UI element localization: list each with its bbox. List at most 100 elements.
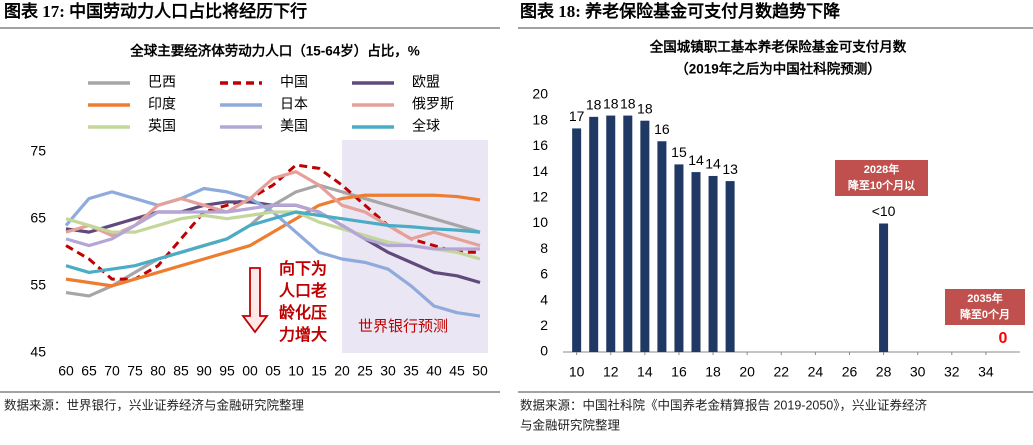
x-tick-label: 30 <box>910 364 926 380</box>
value-label: 15 <box>671 144 687 160</box>
annotation-arrow <box>241 267 269 334</box>
chart-title: （2019年之后为中国社科院预测） <box>675 61 881 77</box>
y-tick-label: 8 <box>540 240 548 256</box>
value-label: 13 <box>722 161 738 177</box>
x-tick-label: 10 <box>288 363 304 379</box>
source: 与金融研究院整理 <box>520 417 621 432</box>
bar <box>657 141 667 352</box>
x-tick-label: 20 <box>739 364 755 380</box>
y-tick-label: 6 <box>540 266 548 282</box>
bar <box>640 120 650 352</box>
legend-label: 日本 <box>280 96 308 112</box>
x-tick-label: 95 <box>219 363 235 379</box>
x-tick-label: 25 <box>357 363 373 379</box>
x-tick-label: 35 <box>403 363 419 379</box>
x-tick-label: 28 <box>876 364 892 380</box>
annotation: 向下为 <box>279 259 327 278</box>
series-line <box>65 210 481 275</box>
y-tick-label: 55 <box>30 277 46 293</box>
value-label: 18 <box>586 97 602 113</box>
bar <box>572 128 582 352</box>
x-tick-label: 85 <box>173 363 189 379</box>
series-line <box>65 193 481 288</box>
chart-title: 全球主要经济体劳动力人口（15-64岁）占比，% <box>129 43 420 59</box>
x-tick-label: 22 <box>773 364 789 380</box>
x-tick-label: 30 <box>380 363 396 379</box>
legend-label: 中国 <box>280 74 308 90</box>
bar <box>606 115 616 352</box>
source: 数据来源：世界银行，兴业证券经济与金融研究院整理 <box>4 397 305 412</box>
legend-label: 俄罗斯 <box>412 96 454 112</box>
legend-label: 欧盟 <box>412 74 440 90</box>
annotation: 降至0个月 <box>960 307 1010 321</box>
annotation: 2028年 <box>864 162 899 176</box>
annotation-box <box>945 289 1025 325</box>
header: 图表 17: 中国劳动力人口占比将经历下行 <box>4 1 307 21</box>
x-tick-label: 05 <box>265 363 281 379</box>
legend-label: 巴西 <box>148 74 176 90</box>
value-label: 0 <box>998 330 1007 347</box>
x-tick-label: 45 <box>449 363 465 379</box>
series-line <box>65 203 480 251</box>
legend-label: 全球 <box>412 118 440 134</box>
x-tick-label: 80 <box>150 363 166 379</box>
value-label: 18 <box>603 95 619 111</box>
x-tick-label: 14 <box>637 364 653 380</box>
annotation: 人口老 <box>279 281 327 300</box>
y-tick-label: 4 <box>540 291 548 307</box>
annotation: 降至10个月以 <box>848 178 915 192</box>
x-tick-label: 60 <box>58 363 74 379</box>
forecast-label: 世界银行预测 <box>358 318 448 335</box>
value-label: 18 <box>637 100 653 116</box>
y-tick-label: 12 <box>532 189 548 205</box>
x-tick-label: 24 <box>808 364 824 380</box>
annotation: 龄化压 <box>279 303 327 322</box>
x-tick-label: 70 <box>104 363 120 379</box>
value-label: 14 <box>705 156 721 172</box>
bar <box>589 116 599 352</box>
y-tick-label: 18 <box>532 111 548 127</box>
x-tick-label: 90 <box>196 363 212 379</box>
bar <box>879 223 889 352</box>
x-tick-label: 65 <box>81 363 97 379</box>
bar <box>623 115 633 352</box>
legend-label: 印度 <box>148 96 176 112</box>
y-tick-label: 2 <box>540 317 548 333</box>
y-tick-label: 10 <box>532 214 548 230</box>
x-tick-label: 75 <box>127 363 143 379</box>
y-tick-label: 75 <box>30 142 46 158</box>
source: 数据来源：中国社科院《中国养老金精算报告 2019-2050》，兴业证券经济 <box>520 397 928 412</box>
bar <box>674 164 684 352</box>
bar <box>691 172 701 352</box>
x-tick-label: 16 <box>671 364 687 380</box>
value-label: 16 <box>654 121 670 137</box>
x-tick-label: 15 <box>311 363 327 379</box>
y-tick-label: 20 <box>532 86 548 102</box>
x-tick-label: 40 <box>426 363 442 379</box>
bar <box>725 181 735 352</box>
x-tick-label: 10 <box>569 364 585 380</box>
annotation: 2035年 <box>967 291 1002 305</box>
x-tick-label: 12 <box>603 364 619 380</box>
x-tick-label: 50 <box>472 363 488 379</box>
value-label: 14 <box>688 152 704 168</box>
x-tick-label: 32 <box>944 364 960 380</box>
x-tick-label: 34 <box>978 364 994 380</box>
legend-label: 美国 <box>280 118 308 134</box>
bar <box>708 175 718 352</box>
y-tick-label: 16 <box>532 137 548 153</box>
annotation-box <box>835 160 928 196</box>
chart-title: 全国城镇职工基本养老保险基金可支付月数 <box>649 39 907 55</box>
legend-label: 英国 <box>148 118 176 134</box>
y-tick-label: 65 <box>30 209 46 225</box>
header: 图表 18: 养老保险基金可支付月数趋势下降 <box>520 1 841 21</box>
x-tick-label: 00 <box>242 363 258 379</box>
x-tick-label: 20 <box>334 363 350 379</box>
y-tick-label: 14 <box>532 163 548 179</box>
x-tick-label: 18 <box>705 364 721 380</box>
value-label: <10 <box>872 203 896 219</box>
y-tick-label: 45 <box>30 344 46 360</box>
value-label: 18 <box>620 95 636 111</box>
y-tick-label: 0 <box>540 343 548 359</box>
